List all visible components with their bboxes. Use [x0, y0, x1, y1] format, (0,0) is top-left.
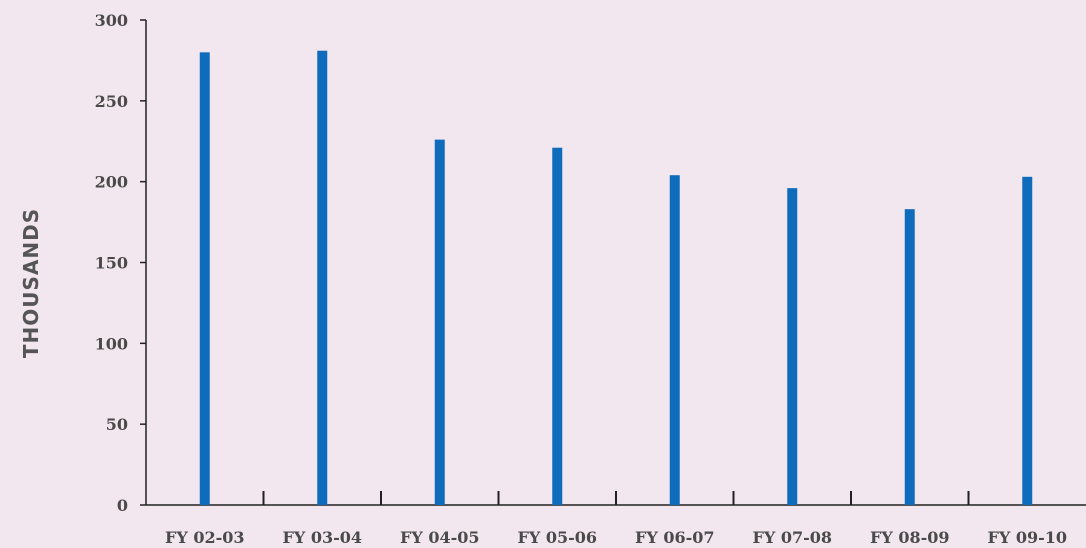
y-tick-label: 250 [95, 92, 128, 111]
x-tick-label: FY 06-07 [635, 528, 715, 547]
x-tick-label: FY 04-05 [400, 528, 480, 547]
bar [199, 52, 210, 505]
bar [434, 139, 445, 505]
y-tick-label: 100 [95, 334, 128, 353]
x-tick-label: FY 03-04 [282, 528, 362, 547]
x-tick-label: FY 05-06 [517, 528, 597, 547]
bar [1022, 176, 1033, 506]
bars [199, 50, 1033, 506]
bar [552, 147, 563, 505]
y-axis: 0 50 100 150 200 250 300 [95, 11, 147, 515]
bar [787, 188, 798, 505]
y-tick-label: 150 [95, 254, 128, 273]
x-tick-label: FY 02-03 [165, 528, 245, 547]
bar [904, 209, 915, 505]
y-tick-label: 50 [106, 415, 128, 434]
x-axis [146, 491, 1086, 506]
category-labels: FY 02-03 FY 03-04 FY 04-05 FY 05-06 FY 06-07… [165, 528, 1067, 547]
y-tick-label: 300 [95, 11, 128, 30]
x-tick-label: FY 09-10 [987, 528, 1067, 547]
y-axis-title: THOUSANDS [19, 208, 43, 358]
bar [317, 50, 328, 505]
bar [669, 175, 680, 505]
y-tick-label: 200 [95, 173, 128, 192]
x-tick-label: FY 07-08 [752, 528, 832, 547]
x-tick-label: FY 08-09 [870, 528, 950, 547]
y-tick-label: 0 [117, 496, 128, 515]
